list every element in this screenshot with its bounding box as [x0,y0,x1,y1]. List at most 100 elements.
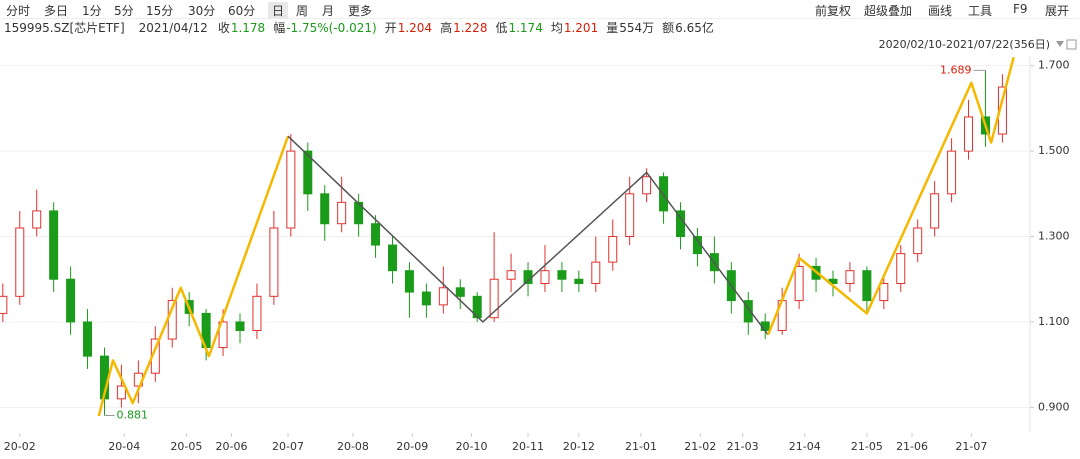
candle-body [862,270,872,302]
trend-line [287,135,769,336]
toolbar: 分时 多日 1分 5分 15分 30分 60分日周月更多 前复权 超级叠加 画线 工具 F9 展开 [0,0,1080,19]
tool-button[interactable]: 前复权 [815,4,852,18]
candle-body [591,261,601,285]
x-tick-label: 21-06 [896,440,928,453]
tab[interactable]: 60分 [228,4,256,18]
x-tick-label: 21-02 [684,440,716,453]
info-value: 1.178 [230,21,266,35]
info-label: 额 [662,21,675,35]
candle-body [506,270,516,280]
x-tick-label: 21-05 [851,440,883,453]
x-tick-label: 21-07 [955,440,987,453]
tab[interactable]: 日 [268,2,289,19]
candle-body [218,321,228,349]
candle-body [743,300,753,323]
candle-body [303,150,313,195]
candle-body [320,193,330,225]
candle-body [252,295,262,331]
candle-body [421,291,431,306]
candle-body [49,210,59,280]
x-tick-label: 20-12 [563,440,595,453]
candle-body [489,278,499,319]
annotation-label: 1.689 [940,63,972,76]
info-label: 开 [384,21,397,35]
security-code: 159995.SZ[芯片ETF] [4,21,125,35]
x-tick-label: 20-02 [4,440,36,453]
info-label: 量 [606,21,619,35]
candle-body [286,150,296,229]
info-value: 6.65亿 [675,21,714,35]
info-value: 1.174 [508,21,543,35]
candle-body [574,278,584,285]
range-label: 2020/02/10-2021/07/22(356日) [879,38,1050,51]
info-label: 低 [495,21,508,35]
x-tick-label: 20-10 [456,440,488,453]
y-tick-label: 1.500 [1038,144,1070,157]
candle-body [15,227,25,297]
candle-body [83,321,93,357]
info-label: 均 [550,21,563,35]
x-tick-label: 20-05 [170,440,202,453]
candle-body [879,283,889,302]
checkbox[interactable] [1066,39,1077,50]
tab[interactable]: 30分 [188,4,216,18]
annotation-label: 0.881 [116,408,148,421]
candle-body [269,227,279,297]
candle-body [642,176,652,195]
candle-body [455,287,465,297]
candle-body [896,253,906,285]
candle-body [438,287,448,306]
tab[interactable]: 5分 [114,4,134,18]
tab[interactable]: 更多 [348,4,373,18]
x-tick-label: 21-04 [789,440,821,453]
candle-body [66,278,76,323]
tool-button[interactable]: F9 [1013,2,1028,16]
tab[interactable]: 1分 [82,4,102,18]
candle-body [387,244,397,272]
x-tick-label: 21-01 [625,440,657,453]
candle-body [913,227,923,255]
candle-body [32,210,42,229]
candle-body [116,385,126,400]
y-tick-label: 1.100 [1038,315,1070,328]
info-value: 1.201 [563,21,599,35]
candle-body [540,270,550,285]
info-value: -1.75%(-0.021) [286,21,377,35]
tab[interactable]: 15分 [146,4,174,18]
tool-button[interactable]: 展开 [1045,4,1070,18]
candle-body [371,223,381,246]
candle-body [337,201,347,225]
candle-body [964,116,974,152]
info-value: 1.204 [397,21,433,35]
tool-button[interactable]: 超级叠加 [864,4,913,18]
trend-line [766,56,1015,336]
candle-body [354,201,364,225]
candle-body [404,270,414,293]
x-tick-label: 20-07 [272,440,304,453]
x-tick-label: 20-09 [396,440,428,453]
candle-body [930,193,940,229]
tab[interactable]: 分时 [6,4,31,18]
x-tick-label: 20-06 [216,440,248,453]
y-tick-label: 1.300 [1038,230,1070,243]
tool-button[interactable]: 画线 [928,4,953,18]
x-tick-label: 20-08 [337,440,369,453]
y-tick-label: 0.900 [1038,400,1070,413]
info-label: 收 [217,21,230,35]
candle-body [625,193,635,238]
dropdown-icon[interactable] [1056,41,1064,47]
info-value: 554万 [619,21,655,35]
info-bar: 159995.SZ[芯片ETF] 2021/04/12 收1.178 幅-1.75%(… [4,19,722,35]
tab[interactable]: 周 [296,4,309,18]
candle-body [794,265,804,302]
x-tick-label: 20-11 [512,440,544,453]
info-value: 1.228 [453,21,488,35]
tab[interactable]: 月 [322,4,335,18]
x-tick-label: 20-04 [108,440,140,453]
tab[interactable]: 多日 [44,4,69,18]
tool-button[interactable]: 工具 [968,4,993,18]
date: 2021/04/12 [138,21,208,35]
x-tick-label: 21-03 [727,440,759,453]
